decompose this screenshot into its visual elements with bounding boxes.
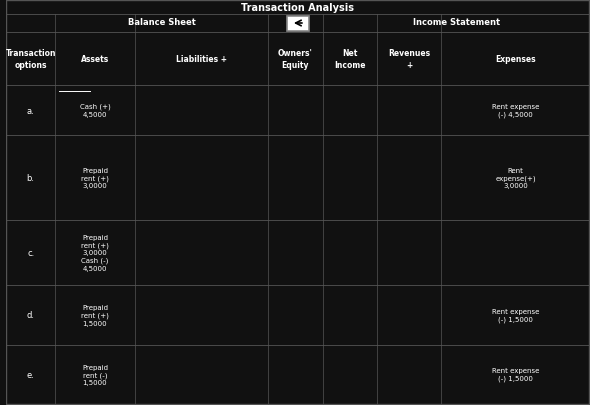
Text: d.: d. — [27, 311, 35, 320]
Text: Prepaid
rent (-)
1,5000: Prepaid rent (-) 1,5000 — [82, 364, 108, 385]
Text: Owners'
Equity: Owners' Equity — [278, 49, 313, 69]
Text: Balance Sheet: Balance Sheet — [128, 17, 196, 26]
Text: Rent expense
(-) 4,5000: Rent expense (-) 4,5000 — [492, 104, 539, 118]
Text: Expenses: Expenses — [496, 55, 536, 64]
Text: Transaction
options: Transaction options — [5, 49, 56, 69]
Text: c.: c. — [27, 248, 34, 257]
Text: Income Statement: Income Statement — [413, 17, 500, 26]
Text: Transaction Analysis: Transaction Analysis — [241, 3, 355, 13]
Text: Rent
expense(+)
3,0000: Rent expense(+) 3,0000 — [496, 167, 536, 189]
Text: e.: e. — [27, 370, 35, 379]
Text: Liabilities +: Liabilities + — [176, 55, 227, 64]
Text: a.: a. — [27, 106, 34, 115]
FancyBboxPatch shape — [287, 17, 309, 32]
Text: Net
Income: Net Income — [334, 49, 366, 69]
Text: Assets: Assets — [81, 55, 109, 64]
Text: Revenues
+: Revenues + — [388, 49, 430, 69]
Text: Rent expense
(-) 1,5000: Rent expense (-) 1,5000 — [492, 368, 539, 382]
Text: b.: b. — [27, 174, 35, 183]
Text: Cash (+)
4,5000: Cash (+) 4,5000 — [80, 104, 110, 118]
Text: Rent expense
(-) 1,5000: Rent expense (-) 1,5000 — [492, 308, 539, 322]
Text: Prepaid
rent (+)
3,0000
Cash (-)
4,5000: Prepaid rent (+) 3,0000 Cash (-) 4,5000 — [81, 234, 109, 271]
Text: Prepaid
rent (+)
1,5000: Prepaid rent (+) 1,5000 — [81, 305, 109, 326]
Text: Prepaid
rent (+)
3,0000: Prepaid rent (+) 3,0000 — [81, 167, 109, 189]
